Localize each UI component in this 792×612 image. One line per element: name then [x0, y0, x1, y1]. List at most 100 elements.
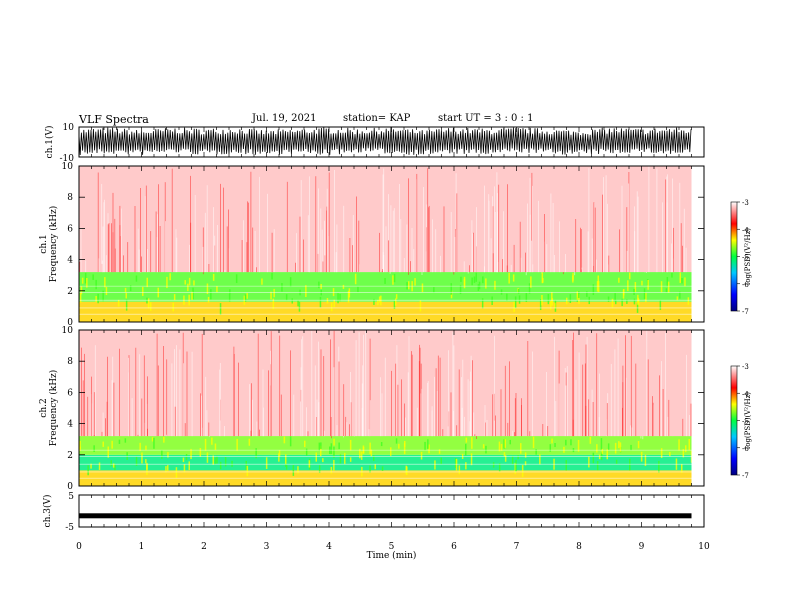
ch2-spectrogram-colorbar-tick-label: -4 [742, 390, 749, 398]
ch1-spectrogram-ytick-label: 0 [67, 318, 73, 328]
ch2-spectrogram-speckle [637, 441, 640, 449]
ch2-spectrogram-speckle [145, 445, 147, 451]
ch1-spectrogram-speckle [92, 274, 94, 280]
ch1-spectrogram-speckle [518, 295, 521, 304]
ch2-spectrogram-speckle [231, 460, 233, 467]
ch1-spectrogram-speckle [576, 291, 579, 300]
ch2-spectrogram-speckle [503, 452, 506, 457]
ch2-spectrogram-speckle [165, 466, 167, 473]
ch2-spectrogram-speckle [380, 442, 383, 447]
ch1-spectrogram-speckle [281, 283, 283, 292]
ch1-spectrogram-speckle [578, 294, 580, 304]
ch2-spectrogram-speckle [681, 464, 683, 473]
ch2-spectrogram-colorbar-tick-label: -6 [742, 445, 749, 453]
ch2-spectrogram-speckle [618, 441, 620, 449]
ch1-spectrogram-speckle [318, 281, 320, 289]
ch2-spectrogram-speckle [333, 459, 335, 471]
ch2-spectrogram-speckle [514, 462, 516, 474]
ch1-spectrogram-speckle [687, 297, 690, 305]
ch2-spectrogram-speckle [524, 461, 527, 466]
ch1-spectrogram-speckle [450, 283, 452, 295]
ch2-spectrogram-speckle [79, 440, 81, 449]
ch1-spectrogram-speckle [679, 291, 681, 299]
ch2-spectrogram-speckle [465, 462, 467, 470]
ch3-waveform-line [79, 513, 692, 519]
ch2-spectrogram-speckle [107, 446, 109, 458]
ch1-spectrogram-speckle [339, 293, 341, 302]
ch1-spectrogram-speckle [188, 277, 191, 286]
ch1-spectrogram-speckle [665, 288, 668, 293]
time-tick-label: 4 [326, 542, 332, 552]
ch1-spectrogram-speckle [79, 292, 82, 303]
ch2-spectrogram-speckle [669, 452, 671, 457]
ch1-spectrogram-band [79, 166, 692, 273]
ch2-spectrogram-speckle [219, 461, 222, 470]
ch2-spectrogram-speckle [93, 445, 95, 452]
ch2-spectrogram-speckle [509, 439, 511, 445]
ch2-spectrogram-speckle [190, 448, 192, 460]
ch2-spectrogram-ytick-label: 2 [67, 451, 73, 461]
ch1-spectrogram-speckle [219, 303, 222, 315]
ch2-spectrogram-ytick-label: 10 [62, 326, 74, 336]
ch2-spectrogram-speckle [682, 449, 685, 458]
ch2-spectrogram-speckle [492, 462, 495, 468]
ch2-spectrogram-speckle [315, 452, 317, 462]
ch2-spectrogram-speckle [511, 455, 514, 465]
time-axis-label: Time (min) [367, 550, 417, 561]
ch1-spectrogram-speckle [491, 296, 493, 306]
ch2-spectrogram-speckle [224, 457, 227, 467]
ch1-spectrogram-speckle [380, 295, 382, 306]
ch1-spectrogram-speckle [554, 303, 556, 309]
ch1-spectrogram-speckle [614, 293, 616, 302]
ch2-spectrogram-speckle [339, 454, 342, 464]
ch2-spectrogram-speckle [395, 438, 398, 444]
ch1-spectrogram-speckle [621, 298, 623, 307]
ch1-spectrogram-speckle [235, 274, 238, 284]
ch1-spectrogram-speckle [572, 272, 574, 281]
ch2-spectrogram-speckle [278, 453, 280, 462]
ch1-spectrogram-speckle [667, 281, 670, 293]
ch1-spectrogram-speckle [146, 277, 148, 288]
ch2-spectrogram-colorbar-tick-label: -5 [742, 418, 749, 426]
ch1-spectrogram-speckle [173, 294, 176, 301]
ch1-spectrogram-speckle [81, 277, 84, 284]
ch2-spectrogram-speckle [265, 457, 268, 469]
ch2-spectrogram-speckle [248, 438, 251, 446]
ch1-spectrogram-speckle [105, 286, 108, 296]
ch1-spectrogram-speckle [97, 293, 99, 304]
time-tick-label: 0 [76, 542, 82, 552]
ch2-spectrogram-speckle [188, 461, 190, 470]
ch1-spectrogram-speckle [285, 294, 288, 301]
time-tick-label: 5 [389, 542, 395, 552]
time-tick-label: 7 [514, 542, 520, 552]
ch1-spectrogram-speckle [482, 276, 484, 284]
ch1-spectrogram-speckle [525, 293, 528, 302]
ch1-spectrogram-speckle [679, 272, 681, 283]
ch1-spectrogram-speckle [597, 275, 599, 287]
ch1-spectrogram-speckle [228, 294, 231, 302]
ch1-spectrogram-speckle [547, 294, 550, 305]
ch1-spectrogram-speckle [184, 280, 186, 285]
ch1-spectrogram-speckle [637, 299, 640, 306]
ch2-spectrogram-speckle [322, 458, 324, 463]
ch2-spectrogram-speckle [245, 460, 247, 470]
ch1-spectrogram-colorbar-tick-label: -7 [742, 308, 749, 316]
ch2-spectrogram-speckle [551, 438, 553, 444]
ch2-spectrogram-speckle [153, 437, 155, 449]
ch2-spectrogram-speckle [151, 437, 154, 442]
ch2-spectrogram-speckle [289, 436, 292, 447]
ch2-spectrogram-speckle [592, 452, 595, 464]
ch2-spectrogram-speckle [236, 438, 238, 451]
ch2-spectrogram-speckle [110, 460, 112, 467]
ch1-spectrogram-speckle [354, 273, 357, 285]
ch2-spectrogram-speckle [563, 446, 565, 453]
ch1-spectrogram-speckle [633, 288, 635, 296]
ch2-spectrogram-speckle [111, 440, 113, 449]
ch1-spectrogram-speckle [528, 283, 531, 294]
ch2-spectrogram-speckle [112, 463, 115, 468]
ch2-spectrogram-speckle [465, 443, 467, 456]
ch2-spectrogram-speckle [320, 445, 322, 457]
ch1-spectrogram-speckle [272, 298, 275, 310]
ch1-spectrogram-speckle [460, 276, 462, 282]
ch2-spectrogram-speckle [359, 448, 361, 459]
